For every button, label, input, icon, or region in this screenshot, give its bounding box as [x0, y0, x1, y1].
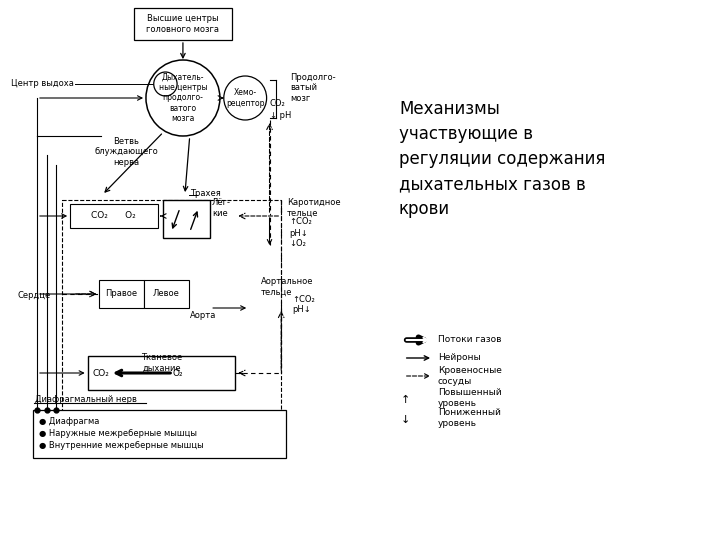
Text: Трахея: Трахея: [190, 188, 220, 198]
Text: Центр выдоха: Центр выдоха: [11, 79, 74, 89]
Text: Высшие центры
головного мозга: Высшие центры головного мозга: [146, 14, 220, 33]
FancyBboxPatch shape: [33, 410, 286, 458]
Text: Механизмы
участвующие в
регуляции содержания
дыхательных газов в
крови: Механизмы участвующие в регуляции содерж…: [399, 100, 606, 218]
Text: Правое: Правое: [106, 289, 138, 299]
Text: Ветвь
блуждающего
нерва: Ветвь блуждающего нерва: [94, 137, 158, 167]
Text: pH↓: pH↓: [289, 228, 307, 238]
Text: ↑: ↑: [401, 395, 410, 405]
Text: Нейроны: Нейроны: [438, 354, 480, 362]
FancyBboxPatch shape: [70, 204, 158, 228]
Text: ↑CO₂: ↑CO₂: [292, 295, 315, 305]
Circle shape: [224, 76, 266, 120]
Text: ↓ pH: ↓ pH: [269, 111, 291, 119]
Text: Кровеносные
сосуды: Кровеносные сосуды: [438, 366, 502, 386]
FancyBboxPatch shape: [135, 8, 232, 40]
Circle shape: [146, 60, 220, 136]
Text: Потоки газов: Потоки газов: [438, 335, 501, 345]
Text: CO₂      O₂: CO₂ O₂: [91, 212, 136, 220]
Text: ↑CO₂: ↑CO₂: [289, 218, 312, 226]
Text: Тканевое
дыхание: Тканевое дыхание: [141, 353, 182, 373]
Text: ↓: ↓: [401, 415, 410, 425]
Text: ● Внутренние межреберные мышцы: ● Внутренние межреберные мышцы: [39, 441, 204, 449]
FancyBboxPatch shape: [163, 200, 210, 238]
Text: CO₂: CO₂: [93, 368, 109, 377]
Text: Лёг-
кие: Лёг- кие: [212, 198, 231, 218]
Text: Аорта: Аорта: [190, 312, 216, 321]
FancyBboxPatch shape: [144, 280, 189, 308]
Text: ↓O₂: ↓O₂: [289, 240, 306, 248]
Text: Аортальное: Аортальное: [261, 278, 313, 287]
Text: Левое: Левое: [153, 289, 180, 299]
Text: pH↓: pH↓: [292, 306, 310, 314]
Text: ● Диафрагма: ● Диафрагма: [39, 416, 99, 426]
Text: Пониженный
уровень: Пониженный уровень: [438, 408, 500, 428]
Text: Повышенный
уровень: Повышенный уровень: [438, 388, 501, 408]
Text: Сердце: Сердце: [17, 292, 50, 300]
Text: Диафрагмальный нерв: Диафрагмальный нерв: [35, 395, 137, 404]
Text: ● Наружные межреберные мышцы: ● Наружные межреберные мышцы: [39, 429, 197, 437]
FancyBboxPatch shape: [99, 280, 144, 308]
Text: Каротидное
тельце: Каротидное тельце: [287, 198, 341, 218]
Text: CO₂: CO₂: [269, 99, 285, 109]
Text: Хемо-
рецептор: Хемо- рецептор: [226, 89, 264, 107]
Text: Дыхатель-
ные центры
продолго-
ватого
мозга: Дыхатель- ные центры продолго- ватого мо…: [158, 73, 207, 123]
Text: Продолго-
ватый
мозг: Продолго- ватый мозг: [290, 73, 336, 103]
FancyBboxPatch shape: [88, 356, 235, 390]
Circle shape: [154, 72, 177, 96]
Text: тельце: тельце: [261, 287, 292, 296]
Text: O₂: O₂: [173, 368, 184, 377]
